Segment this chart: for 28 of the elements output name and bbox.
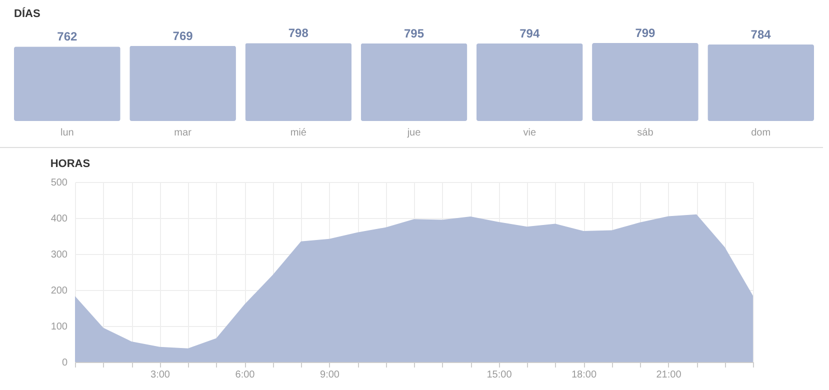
- y-tick-label: 200: [50, 286, 68, 296]
- x-tick-label: dom: [751, 128, 771, 138]
- x-tick-label: sáb: [637, 128, 654, 138]
- chart-title: DÍAS: [14, 7, 40, 20]
- data-label: 799: [635, 26, 656, 40]
- data-label: 784: [750, 27, 772, 42]
- data-label: 794: [520, 26, 540, 40]
- x-tick-label: vie: [523, 128, 536, 138]
- x-tick-label: 9:00: [320, 370, 340, 380]
- x-tick-label: 6:00: [235, 370, 256, 380]
- chart-title: HORAS: [50, 158, 90, 170]
- data-label: 762: [57, 30, 78, 44]
- y-tick-label: 400: [50, 214, 68, 224]
- x-tick-label: 3:00: [150, 370, 170, 380]
- x-tick-label: mar: [174, 128, 192, 138]
- x-tick-label: 15:00: [486, 370, 512, 380]
- x-tick-label: mié: [290, 128, 307, 138]
- data-label: 798: [288, 26, 309, 40]
- data-label: 769: [172, 28, 194, 43]
- x-tick-label: jue: [406, 128, 422, 138]
- y-tick-label: 500: [50, 178, 68, 188]
- x-tick-label: 21:00: [656, 370, 682, 380]
- y-tick-label: 0: [62, 358, 68, 368]
- x-tick-label: lun: [60, 128, 74, 138]
- y-tick-label: 300: [50, 250, 68, 260]
- data-label: 795: [404, 26, 424, 40]
- y-tick-label: 100: [50, 322, 68, 332]
- x-tick-label: 18:00: [571, 370, 597, 380]
